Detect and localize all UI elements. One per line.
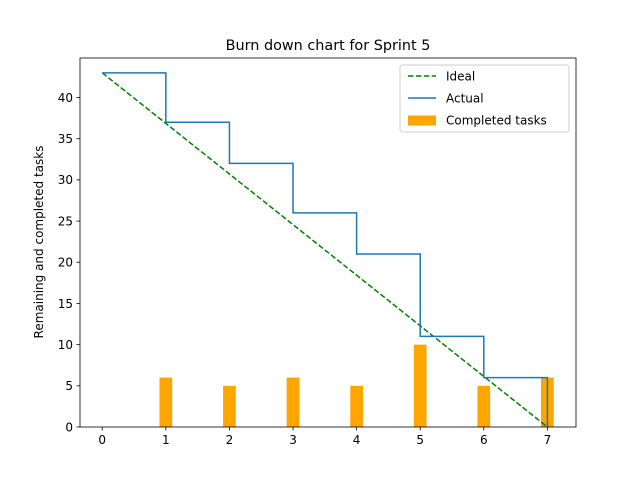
y-tick-label: 0 [65,420,73,434]
y-tick-label: 15 [58,297,73,311]
y-tick-label: 5 [65,379,73,393]
legend-swatch [408,115,436,126]
x-tick-label: 0 [98,433,106,447]
x-tick-label: 5 [416,433,424,447]
x-tick-label: 7 [544,433,552,447]
y-axis-label: Remaining and completed tasks [32,146,46,339]
series-lines [101,72,549,428]
legend: Ideal Actual Completed tasks [399,64,570,133]
completed-tasks-bar [223,385,236,427]
completed-tasks-bar [413,344,427,427]
y-tick-label: 20 [58,256,73,270]
y-tick-label: 30 [58,173,73,187]
x-tick-label: 3 [289,433,297,447]
completed-tasks-bar [286,377,300,427]
completed-tasks-bar [477,385,491,427]
legend-label: Actual [446,91,484,105]
completed-tasks-bar [159,377,173,427]
y-axis-ticks: 0 5 10 15 20 25 30 35 40 [58,91,80,434]
y-tick-label: 10 [58,338,73,352]
y-tick-label: 35 [58,132,73,146]
y-tick-label: 40 [58,91,73,105]
completed-tasks-bar [350,385,363,427]
legend-label: Completed tasks [446,113,547,127]
plot-area-frame [79,57,577,428]
x-tick-label: 1 [162,433,170,447]
legend-label: Ideal [446,69,475,83]
x-axis-ticks: 0 1 2 3 4 5 6 7 [98,427,551,447]
actual-line [102,72,549,427]
x-tick-label: 6 [480,433,488,447]
x-tick-label: 2 [226,433,234,447]
legend-box [399,64,570,133]
ideal-line [101,72,548,428]
y-tick-label: 25 [58,214,73,228]
completed-tasks-bars [159,344,554,427]
chart-title: Burn down chart for Sprint 5 [226,38,431,54]
x-tick-label: 4 [353,433,361,447]
